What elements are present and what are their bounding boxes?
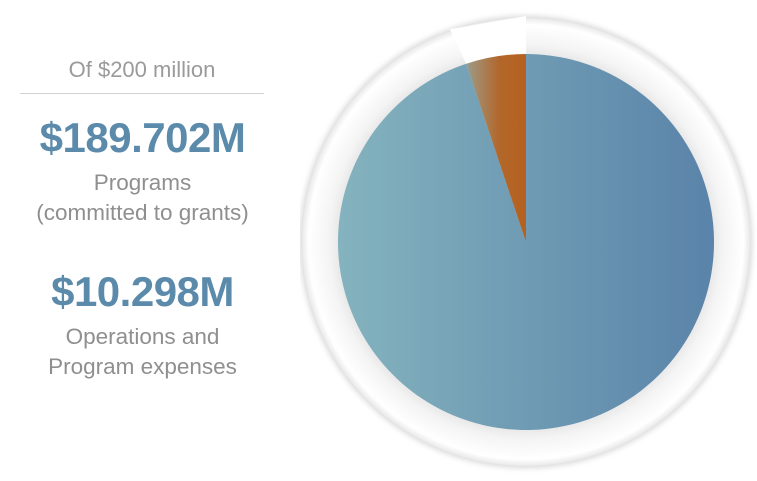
operations-label-line2: Program expenses (48, 354, 237, 379)
total-subtitle: Of $200 million (68, 57, 216, 82)
summary-panel: Of $200 million $189.702M Programs (comm… (0, 0, 285, 481)
pie-ring-cutout (449, 16, 526, 64)
pie-slice-operations (466, 54, 526, 242)
operations-label: Operations and Program expenses (0, 322, 285, 382)
programs-label: Programs (committed to grants) (0, 168, 285, 228)
divider (20, 93, 264, 94)
programs-label-line2: (committed to grants) (36, 200, 249, 225)
operations-label-line1: Operations and (65, 324, 220, 349)
operations-amount: $10.298M (51, 268, 234, 315)
programs-label-line1: Programs (93, 170, 192, 195)
programs-amount: $189.702M (39, 114, 246, 161)
pie-chart (300, 0, 757, 481)
pie-chart-svg (300, 16, 752, 468)
